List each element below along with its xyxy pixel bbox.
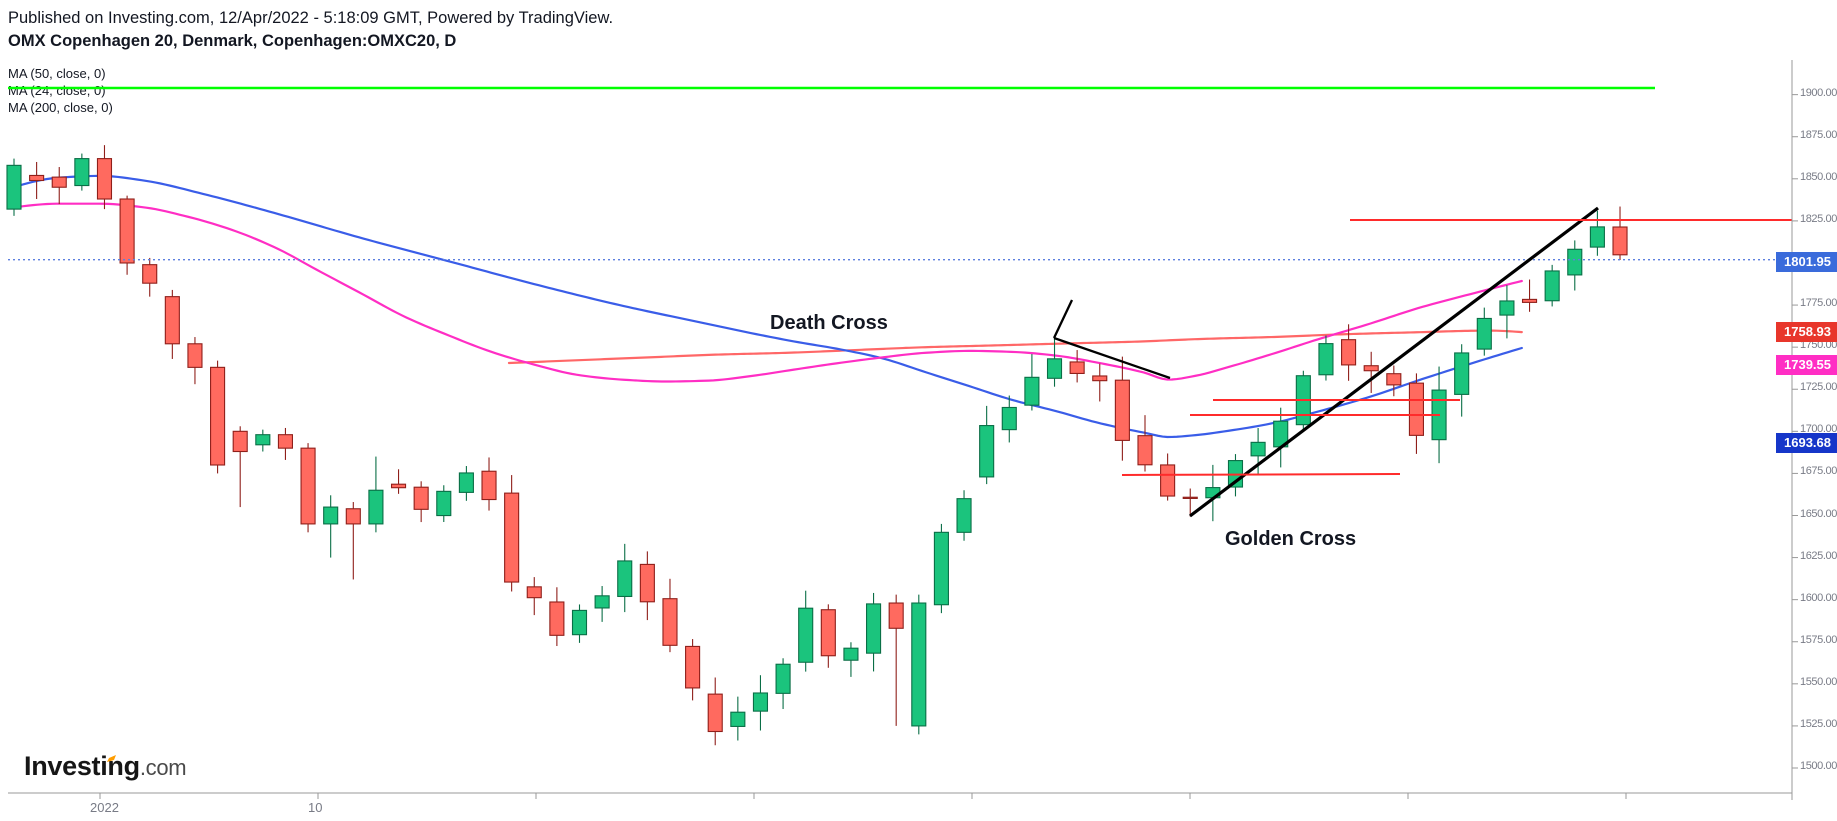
svg-text:Investing.com: Investing.com — [24, 751, 186, 781]
